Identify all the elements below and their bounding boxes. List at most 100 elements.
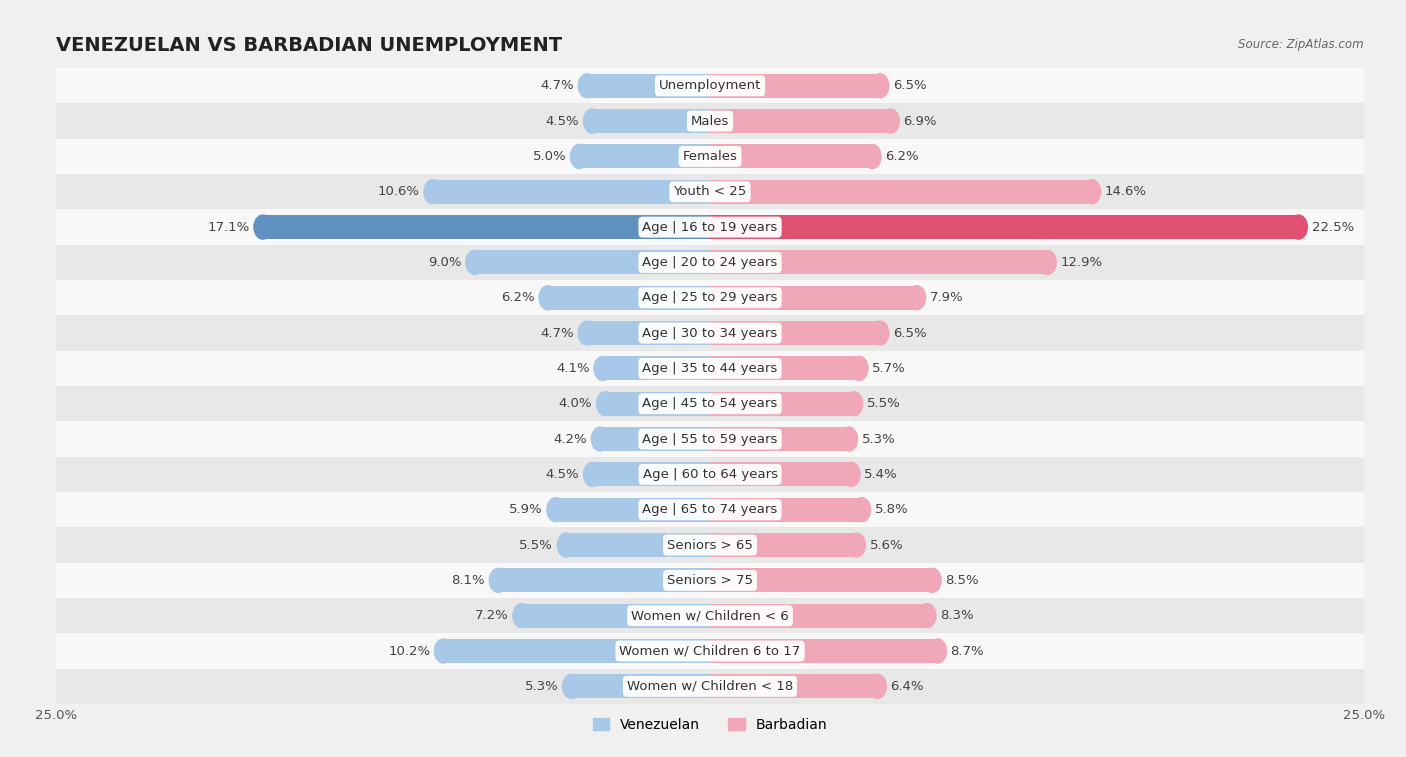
Circle shape <box>578 73 596 98</box>
Text: Age | 35 to 44 years: Age | 35 to 44 years <box>643 362 778 375</box>
Bar <box>56 386 1364 422</box>
Bar <box>56 562 1364 598</box>
Circle shape <box>1039 251 1056 275</box>
Bar <box>710 179 1092 204</box>
Bar <box>567 533 710 557</box>
Text: 6.9%: 6.9% <box>904 114 936 128</box>
Bar <box>56 598 1364 634</box>
Text: Females: Females <box>682 150 738 163</box>
Bar <box>606 391 710 416</box>
Bar <box>555 497 710 522</box>
Circle shape <box>869 674 886 699</box>
Text: Seniors > 75: Seniors > 75 <box>666 574 754 587</box>
Bar <box>56 210 1364 245</box>
Text: Age | 60 to 64 years: Age | 60 to 64 years <box>643 468 778 481</box>
Text: 6.2%: 6.2% <box>501 291 534 304</box>
Bar <box>56 456 1364 492</box>
Bar <box>56 280 1364 316</box>
Text: 6.4%: 6.4% <box>890 680 924 693</box>
Bar <box>603 357 710 381</box>
Text: 5.4%: 5.4% <box>865 468 898 481</box>
Bar <box>710 391 853 416</box>
Text: Age | 16 to 19 years: Age | 16 to 19 years <box>643 220 778 234</box>
Text: 8.5%: 8.5% <box>945 574 979 587</box>
Circle shape <box>882 109 900 133</box>
Text: 7.9%: 7.9% <box>929 291 963 304</box>
Text: 4.5%: 4.5% <box>546 114 579 128</box>
Bar <box>710 321 880 345</box>
Circle shape <box>851 357 868 381</box>
Bar <box>56 316 1364 350</box>
Text: VENEZUELAN VS BARBADIAN UNEMPLOYMENT: VENEZUELAN VS BARBADIAN UNEMPLOYMENT <box>56 36 562 55</box>
Circle shape <box>583 463 602 487</box>
Circle shape <box>557 533 575 557</box>
Circle shape <box>1083 179 1101 204</box>
Bar <box>548 285 710 310</box>
Text: Youth < 25: Youth < 25 <box>673 185 747 198</box>
Bar <box>475 251 710 275</box>
Text: Unemployment: Unemployment <box>659 79 761 92</box>
Text: 5.6%: 5.6% <box>869 538 903 552</box>
Text: 6.5%: 6.5% <box>893 326 927 340</box>
Bar <box>263 215 710 239</box>
Bar <box>588 321 710 345</box>
Text: 5.5%: 5.5% <box>868 397 901 410</box>
Text: Source: ZipAtlas.com: Source: ZipAtlas.com <box>1239 39 1364 51</box>
Text: Women w/ Children < 18: Women w/ Children < 18 <box>627 680 793 693</box>
Circle shape <box>513 603 530 628</box>
Bar <box>710 639 938 663</box>
Bar <box>56 350 1364 386</box>
Bar <box>710 145 872 169</box>
Circle shape <box>872 73 889 98</box>
Text: 12.9%: 12.9% <box>1060 256 1102 269</box>
Bar <box>433 179 710 204</box>
Text: 9.0%: 9.0% <box>427 256 461 269</box>
Bar <box>592 109 710 133</box>
Circle shape <box>928 639 946 663</box>
Circle shape <box>863 145 882 169</box>
Circle shape <box>592 427 609 451</box>
Bar <box>710 73 880 98</box>
Text: 4.2%: 4.2% <box>554 432 588 446</box>
Text: Seniors > 65: Seniors > 65 <box>666 538 754 552</box>
Bar <box>710 109 890 133</box>
Text: Age | 65 to 74 years: Age | 65 to 74 years <box>643 503 778 516</box>
Text: 5.3%: 5.3% <box>862 432 896 446</box>
Circle shape <box>596 391 614 416</box>
Circle shape <box>434 639 453 663</box>
Bar <box>56 492 1364 528</box>
Bar <box>56 634 1364 668</box>
Text: 8.7%: 8.7% <box>950 644 984 658</box>
Circle shape <box>562 674 581 699</box>
Text: 6.5%: 6.5% <box>893 79 927 92</box>
Bar <box>56 668 1364 704</box>
Text: 7.2%: 7.2% <box>475 609 509 622</box>
Bar <box>443 639 710 663</box>
Circle shape <box>924 569 941 593</box>
Text: Age | 30 to 34 years: Age | 30 to 34 years <box>643 326 778 340</box>
Bar <box>56 174 1364 210</box>
Bar <box>710 674 877 699</box>
Text: 10.2%: 10.2% <box>388 644 430 658</box>
Text: 10.6%: 10.6% <box>378 185 420 198</box>
Circle shape <box>845 391 863 416</box>
Text: 4.7%: 4.7% <box>540 79 574 92</box>
Bar <box>710 251 1047 275</box>
Legend: Venezuelan, Barbadian: Venezuelan, Barbadian <box>592 718 828 732</box>
Circle shape <box>853 497 870 522</box>
Circle shape <box>872 321 889 345</box>
Text: 4.1%: 4.1% <box>557 362 589 375</box>
Bar <box>600 427 710 451</box>
Text: Age | 55 to 59 years: Age | 55 to 59 years <box>643 432 778 446</box>
Circle shape <box>593 357 612 381</box>
Text: 5.0%: 5.0% <box>533 150 567 163</box>
Text: Women w/ Children 6 to 17: Women w/ Children 6 to 17 <box>620 644 800 658</box>
Circle shape <box>465 251 484 275</box>
Text: 5.5%: 5.5% <box>519 538 553 552</box>
Circle shape <box>918 603 936 628</box>
Circle shape <box>908 285 925 310</box>
Text: 8.1%: 8.1% <box>451 574 485 587</box>
Text: Age | 25 to 29 years: Age | 25 to 29 years <box>643 291 778 304</box>
Bar <box>710 569 932 593</box>
Bar <box>592 463 710 487</box>
